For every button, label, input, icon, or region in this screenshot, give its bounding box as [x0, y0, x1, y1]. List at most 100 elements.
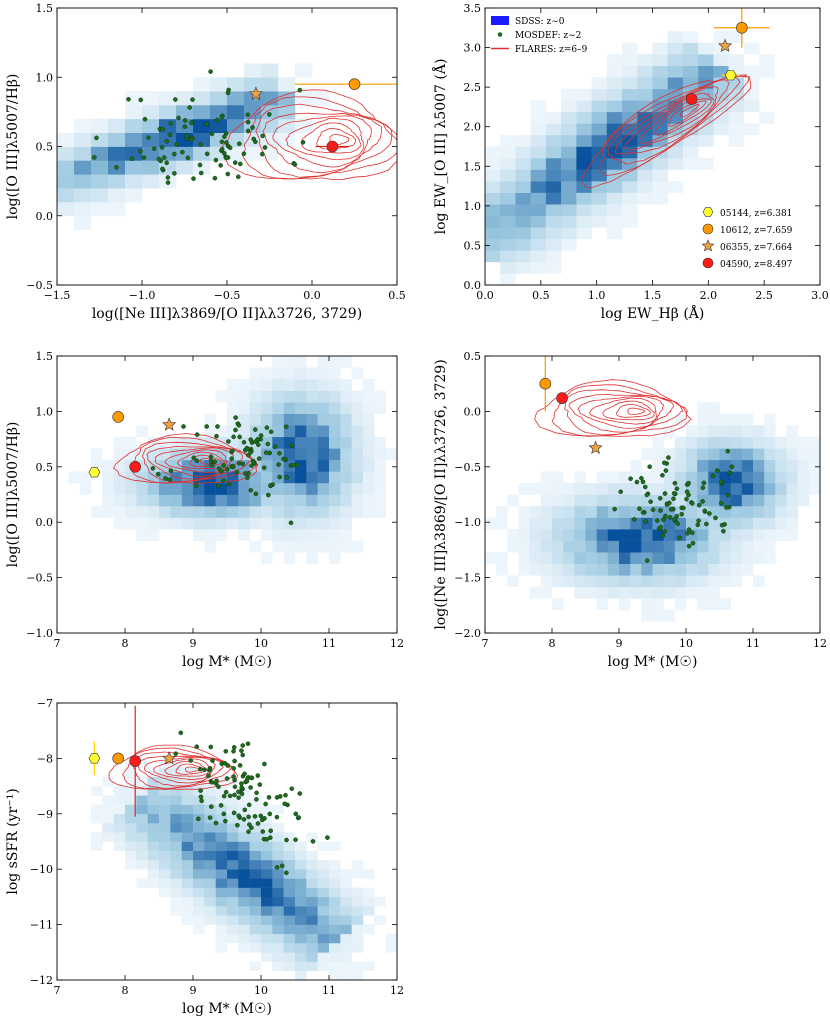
- panel-p2: 0.0 0.5 1.0 1.5 2.0 2.5 3.00.00.51.01.52.02.53…: [431, 2, 829, 322]
- mosdef-point: [232, 784, 238, 790]
- sdss-bin: [238, 823, 250, 833]
- sdss-bin: [215, 823, 228, 833]
- mosdef-point: [242, 471, 248, 476]
- sdss-bin: [686, 586, 698, 599]
- sdss-bin: [272, 860, 284, 870]
- sdss-bin: [518, 552, 530, 564]
- sdss-bin: [753, 529, 765, 541]
- sdss-bin: [147, 506, 160, 518]
- flares-contour: [627, 407, 645, 415]
- sdss-bin: [74, 146, 92, 161]
- flares-contour: [616, 404, 651, 418]
- sdss-bin: [142, 174, 160, 189]
- sdss-bin: [283, 961, 296, 971]
- y-tick-label: 2.0: [464, 121, 482, 134]
- sdss-bin: [728, 123, 745, 136]
- mosdef-point: [240, 752, 245, 758]
- sdss-bin: [249, 540, 262, 553]
- sdss-bin: [272, 517, 284, 530]
- sdss-bin: [576, 135, 592, 147]
- sdss-bin: [238, 471, 250, 484]
- sdss-bin: [674, 413, 687, 426]
- sdss-bin: [351, 425, 364, 438]
- flares-contour: [577, 395, 665, 429]
- sdss-bin: [730, 448, 743, 461]
- sdss-bin: [193, 506, 205, 518]
- sdss-bin: [663, 448, 676, 461]
- mosdef-point: [151, 146, 157, 151]
- sdss-bin: [261, 860, 273, 870]
- sdss-bin: [238, 786, 250, 796]
- sdss-bin: [576, 123, 592, 136]
- sdss-bin: [485, 517, 497, 530]
- sdss-bin: [363, 906, 375, 916]
- sdss-bin: [193, 915, 205, 925]
- sdss-bin: [697, 436, 709, 449]
- sdss-bin: [637, 65, 653, 78]
- sdss-bin: [652, 88, 668, 101]
- sdss-bin: [283, 540, 296, 553]
- sdss-bin: [170, 887, 182, 898]
- mosdef-point: [647, 464, 653, 470]
- sdss-bin: [159, 869, 171, 879]
- sdss-bin: [193, 459, 205, 472]
- sdss-bin: [159, 832, 171, 842]
- sdss-bin: [329, 869, 341, 879]
- y-tick-label: −8: [37, 752, 53, 765]
- mosdef-point: [612, 506, 618, 512]
- galaxy-04590-marker: [326, 140, 339, 153]
- sdss-bin: [697, 471, 709, 484]
- sdss-bin: [596, 506, 609, 518]
- sdss-bin: [753, 483, 765, 495]
- sdss-bin: [652, 506, 664, 518]
- sdss-bin: [272, 906, 284, 916]
- sdss-bin: [540, 517, 553, 530]
- sdss-bin: [351, 540, 364, 553]
- sdss-bin: [147, 869, 160, 879]
- sdss-bin: [652, 100, 668, 113]
- sdss-bin: [540, 563, 553, 576]
- legend-label-10612: 10612, z=7.659: [720, 226, 793, 236]
- sdss-bin: [306, 494, 318, 507]
- sdss-bin: [317, 413, 330, 426]
- sdss-bin: [283, 529, 296, 541]
- sdss-bin: [295, 506, 307, 518]
- mosdef-point: [725, 492, 731, 498]
- sdss-bin: [630, 575, 642, 588]
- mosdef-point: [700, 499, 705, 504]
- sdss-bin: [641, 598, 653, 611]
- sdss-bin: [786, 483, 798, 495]
- sdss-bin: [181, 776, 194, 787]
- sdss-bin: [753, 459, 765, 472]
- sdss-bin: [698, 77, 714, 90]
- sdss-bin: [530, 146, 547, 159]
- sdss-bin: [530, 123, 547, 136]
- sdss-bin: [272, 494, 284, 507]
- sdss-bin: [227, 887, 239, 898]
- mosdef-point: [160, 126, 165, 132]
- sdss-bin: [170, 896, 182, 907]
- sdss-bin: [204, 804, 216, 815]
- sdss-bin: [351, 390, 364, 403]
- sdss-bin: [329, 896, 341, 907]
- sdss-bin: [249, 804, 262, 815]
- sdss-bin: [193, 906, 205, 916]
- sdss-bin: [622, 54, 638, 66]
- sdss-bin: [585, 563, 597, 576]
- sdss-bin: [108, 132, 126, 147]
- sdss-bin: [663, 575, 676, 588]
- sdss-bin: [261, 367, 273, 380]
- sdss-bin: [238, 529, 250, 541]
- sdss-bin: [686, 471, 698, 484]
- sdss-bin: [176, 146, 194, 161]
- sdss-bin: [719, 483, 731, 495]
- sdss-bin: [574, 563, 586, 576]
- sdss-bin: [500, 204, 516, 216]
- sdss-bin: [596, 471, 609, 484]
- sdss-bin: [329, 506, 341, 518]
- sdss-bin: [797, 483, 810, 495]
- sdss-bin: [585, 506, 597, 518]
- sdss-bin: [496, 517, 508, 530]
- sdss-bin: [306, 517, 318, 530]
- sdss-bin: [574, 494, 586, 507]
